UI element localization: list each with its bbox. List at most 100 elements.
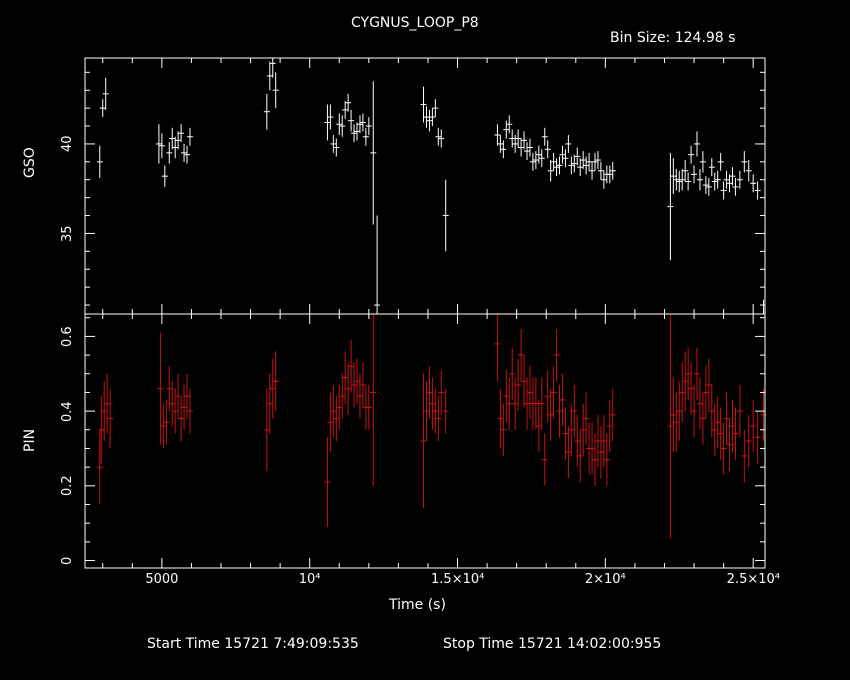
data-point: [269, 58, 276, 78]
data-point: [565, 134, 572, 153]
data-point: [547, 160, 554, 182]
pin-y-tick-label: 0.2: [60, 475, 75, 497]
data-point: [600, 414, 607, 468]
data-point: [166, 142, 173, 164]
data-point: [342, 351, 349, 404]
data-point: [161, 165, 168, 187]
data-point: [553, 158, 560, 177]
data-point: [184, 373, 190, 419]
data-point: [330, 384, 337, 438]
data-point: [568, 156, 575, 175]
gso-frame: [84, 57, 766, 315]
data-point: [348, 109, 355, 132]
data-point: [559, 373, 566, 427]
data-point: [736, 384, 743, 438]
x-tick-label: 2×10⁴: [584, 572, 626, 587]
data-point: [691, 384, 698, 438]
data-point: [550, 152, 557, 171]
gso-panel: [96, 58, 765, 314]
data-point: [673, 168, 680, 191]
data-point: [535, 399, 542, 453]
data-point: [556, 384, 563, 438]
data-point: [348, 340, 355, 393]
data-point: [101, 381, 108, 441]
data-point: [699, 151, 706, 173]
data-point: [720, 422, 727, 475]
data-point: [580, 151, 587, 169]
data-point: [506, 115, 513, 134]
data-point: [506, 377, 513, 430]
data-point: [577, 158, 584, 177]
data-point: [532, 151, 539, 169]
data-point: [509, 347, 516, 400]
x-tick-label: 2.5×10⁴: [726, 572, 780, 587]
data-point: [696, 168, 703, 191]
data-point: [544, 370, 551, 423]
data-point: [589, 161, 596, 180]
data-point: [685, 172, 692, 191]
data-point: [750, 399, 757, 453]
data-point: [524, 377, 530, 430]
data-point: [745, 160, 752, 182]
data-point: [594, 151, 601, 169]
data-point: [699, 392, 706, 445]
data-point: [181, 384, 188, 430]
data-point: [559, 145, 566, 164]
data-point: [518, 138, 525, 157]
data-point: [104, 373, 111, 434]
data-point: [500, 403, 507, 456]
data-point: [345, 93, 352, 112]
data-point: [423, 381, 430, 441]
data-point: [736, 170, 743, 189]
data-point: [732, 407, 739, 460]
data-point: [568, 403, 575, 456]
data-point: [711, 172, 718, 191]
data-point: [594, 414, 601, 468]
data-point: [729, 167, 736, 186]
data-point: [702, 176, 709, 195]
data-point: [676, 381, 683, 441]
data-point: [754, 411, 761, 464]
x-tick-label: 10⁴: [298, 572, 321, 587]
data-point: [497, 388, 504, 449]
data-point: [432, 99, 439, 118]
data-point: [688, 362, 695, 415]
data-point: [370, 81, 377, 225]
data-point: [720, 181, 727, 200]
data-point: [521, 355, 528, 408]
stop-time-label: Stop Time 15721 14:02:00:955: [443, 636, 662, 652]
data-point: [432, 388, 439, 434]
data-point: [354, 122, 360, 141]
data-point: [583, 156, 590, 175]
data-point: [609, 161, 616, 180]
data-point: [524, 142, 530, 161]
data-point: [420, 86, 427, 123]
data-point: [438, 370, 445, 415]
data-point: [565, 426, 572, 479]
data-point: [547, 388, 554, 441]
data-point: [717, 407, 724, 460]
pin-frame: [84, 313, 766, 569]
data-point: [429, 108, 436, 127]
data-point: [420, 373, 427, 509]
data-point: [102, 77, 109, 110]
data-point: [603, 433, 610, 486]
data-point: [324, 104, 331, 141]
data-point: [553, 328, 560, 382]
data-point: [497, 134, 504, 153]
bin-size-annotation: Bin Size: 124.98 s: [610, 30, 736, 46]
data-point: [538, 149, 545, 168]
data-point: [166, 366, 173, 412]
data-point: [356, 373, 363, 419]
data-point: [760, 388, 767, 441]
data-point: [345, 362, 352, 415]
data-point: [359, 362, 366, 408]
pin-y-tick-label: 0.4: [60, 400, 75, 422]
data-point: [354, 358, 360, 404]
data-point: [503, 370, 510, 423]
data-point: [708, 384, 715, 438]
data-point: [356, 115, 363, 134]
data-point: [574, 414, 581, 468]
data-point: [586, 152, 593, 171]
data-point: [272, 72, 279, 109]
